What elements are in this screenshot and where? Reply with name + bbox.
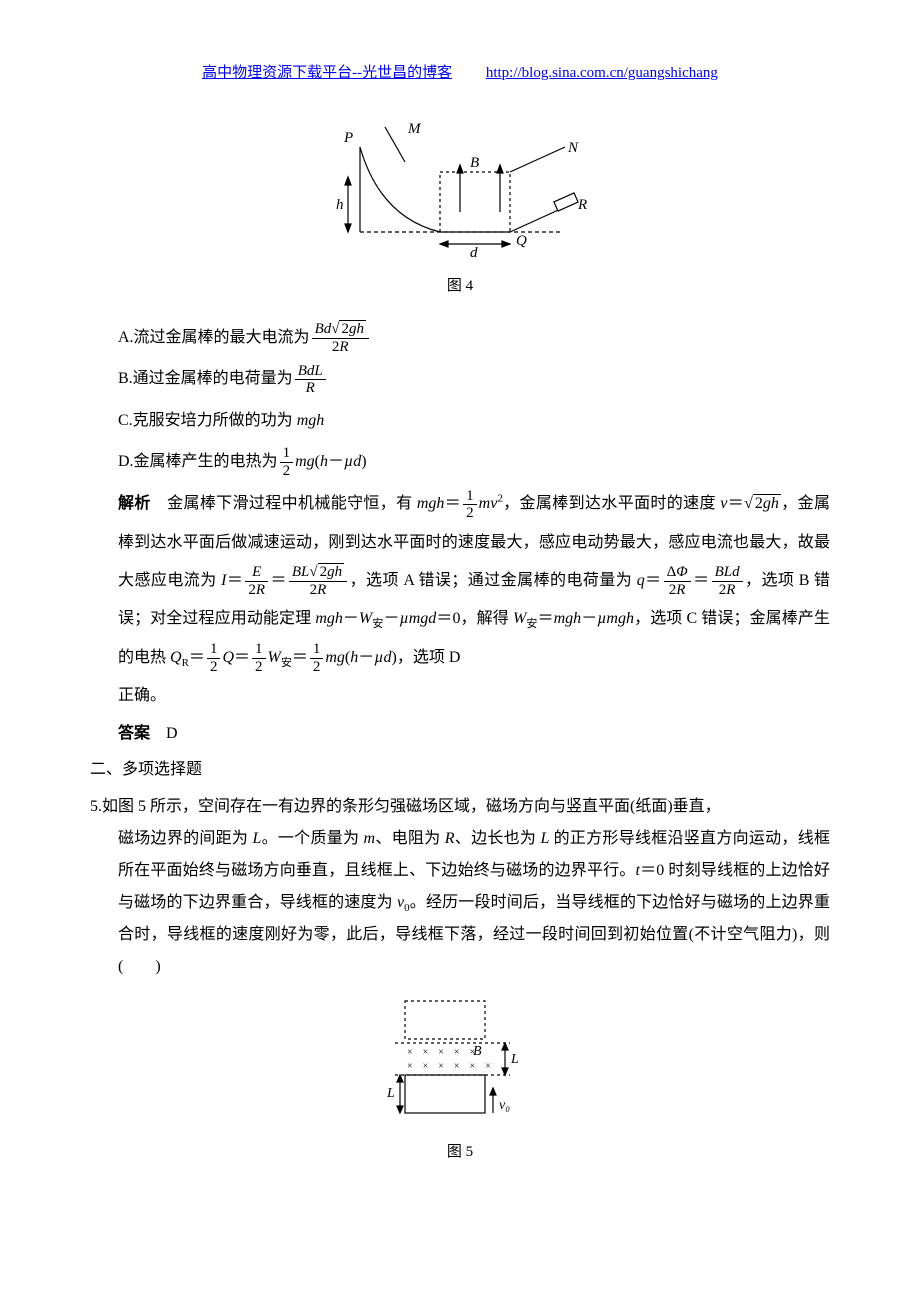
figure-5: × × × × × × × × × × × B L L v₀ 图 5 <box>90 993 830 1166</box>
fig4-label-d: d <box>470 245 478 261</box>
fig4-label-N: N <box>567 140 579 156</box>
page-header: 高中物理资源下载平台--光世昌的博客 http://blog.sina.com.… <box>90 60 830 87</box>
analysis-label: 解析 <box>118 495 151 512</box>
option-D: D.金属棒产生的电热为12mg(h－µd) <box>118 444 830 479</box>
fig4-label-P: P <box>343 130 353 146</box>
fig5-label-B: B <box>473 1044 482 1059</box>
fig4-label-B: B <box>470 155 479 171</box>
blog-url-link[interactable]: http://blog.sina.com.cn/guangshichang <box>486 65 718 81</box>
fig5-label-L-left: L <box>386 1086 395 1101</box>
figure-4: M P h B d Q N R 图 4 <box>90 117 830 300</box>
fig4-label-R: R <box>577 197 587 213</box>
figure-4-caption: 图 4 <box>90 273 830 300</box>
fig4-label-Q: Q <box>516 233 527 249</box>
option-C: C.克服安培力所做的功为 mgh <box>118 403 830 438</box>
svg-text:× × × × × ×: × × × × × × <box>407 1061 491 1072</box>
svg-text:× × × × ×: × × × × × <box>407 1047 475 1058</box>
q4-answer: 答案 D <box>118 720 830 749</box>
figure-5-caption: 图 5 <box>90 1139 830 1166</box>
fig4-label-h: h <box>336 197 344 213</box>
fig5-label-v0: v₀ <box>499 1098 510 1113</box>
fig5-label-L-right: L <box>510 1052 519 1067</box>
fig4-label-M: M <box>407 121 422 137</box>
q5-lead: 5.如图 5 所示，空间存在一有边界的条形匀强磁场区域，磁场方向与竖直平面(纸面… <box>104 791 830 823</box>
option-A: A.流过金属棒的最大电流为Bd√2gh2R <box>118 320 830 355</box>
section-2-heading: 二、多项选择题 <box>90 756 830 785</box>
option-B: B.通过金属棒的电荷量为BdLR <box>118 361 830 396</box>
site-link[interactable]: 高中物理资源下载平台--光世昌的博客 <box>202 65 452 81</box>
q4-analysis: 解析 金属棒下滑过程中机械能守恒，有 mgh＝12mv2，金属棒到达水平面时的速… <box>118 485 830 715</box>
q5-body: 磁场边界的间距为 L。一个质量为 m、电阻为 R、边长也为 L 的正方形导线框沿… <box>118 823 830 983</box>
q4-options: A.流过金属棒的最大电流为Bd√2gh2R B.通过金属棒的电荷量为BdLR C… <box>118 320 830 479</box>
